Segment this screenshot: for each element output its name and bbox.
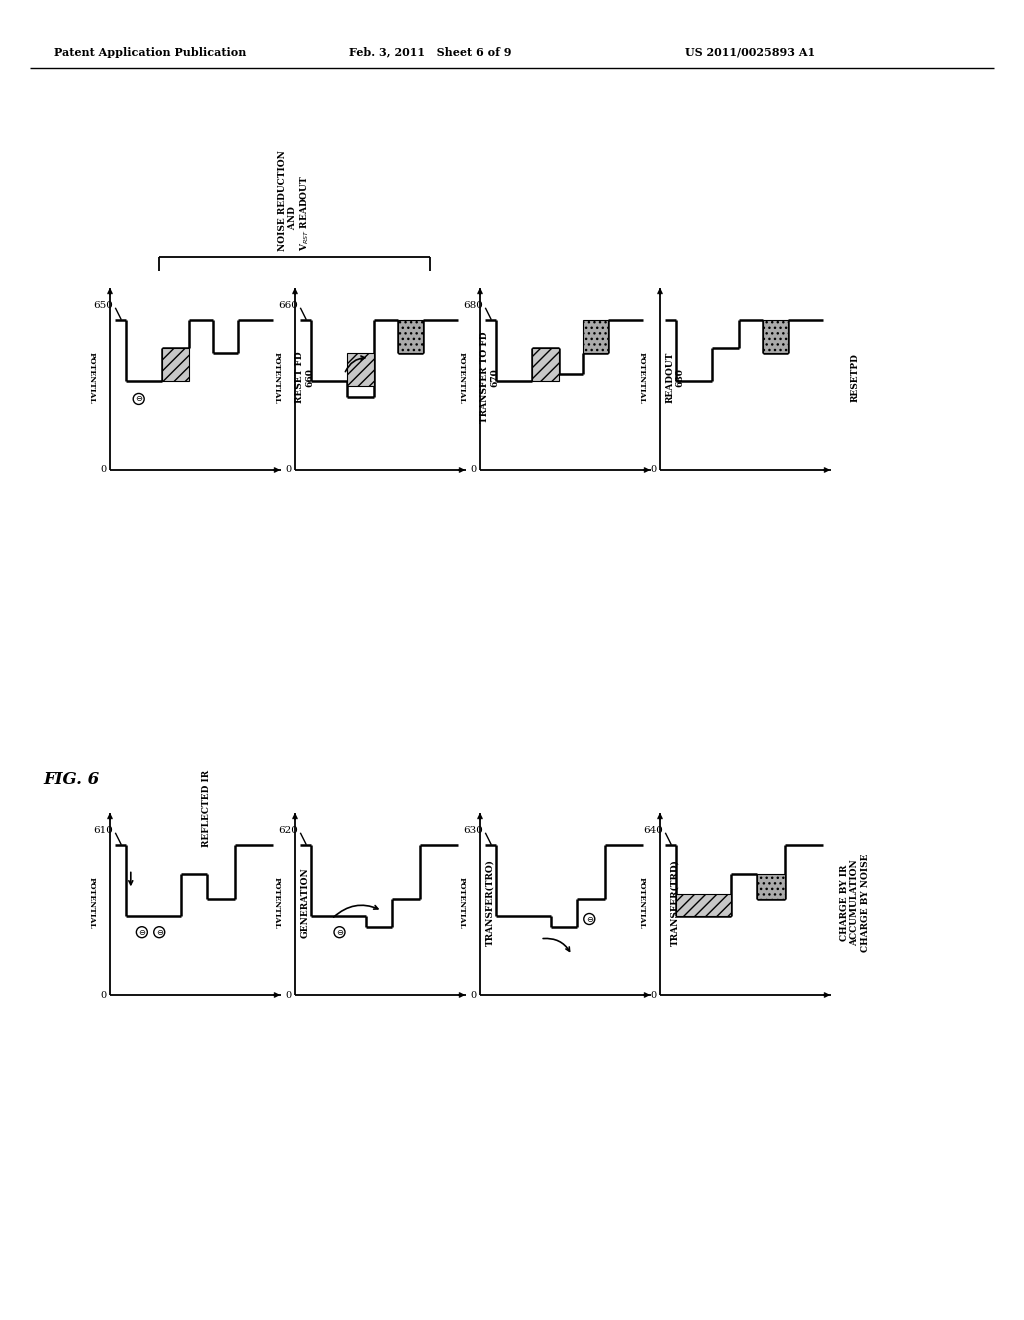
Text: Patent Application Publication: Patent Application Publication xyxy=(54,46,246,58)
Circle shape xyxy=(584,913,595,924)
Circle shape xyxy=(154,927,165,937)
Text: POTENTIAL: POTENTIAL xyxy=(638,351,646,404)
Text: US 2011/0025893 A1: US 2011/0025893 A1 xyxy=(685,46,815,58)
Bar xyxy=(163,347,189,380)
Text: Feb. 3, 2011   Sheet 6 of 9: Feb. 3, 2011 Sheet 6 of 9 xyxy=(349,46,511,58)
Text: 610: 610 xyxy=(93,826,114,836)
Text: ⊖: ⊖ xyxy=(336,928,343,937)
Text: ⊖: ⊖ xyxy=(138,928,145,937)
Text: 0: 0 xyxy=(285,990,291,999)
Text: 0: 0 xyxy=(470,990,476,999)
Bar xyxy=(347,352,374,385)
Text: TRANSFER TO FD
670: TRANSFER TO FD 670 xyxy=(480,331,500,424)
Text: 0: 0 xyxy=(100,990,106,999)
Circle shape xyxy=(136,927,147,937)
Text: ⊖: ⊖ xyxy=(586,915,593,924)
Text: POTENTIAL: POTENTIAL xyxy=(638,876,646,928)
Text: 630: 630 xyxy=(464,826,483,836)
Text: 0: 0 xyxy=(650,466,656,474)
Text: 0: 0 xyxy=(470,466,476,474)
Text: 0: 0 xyxy=(285,466,291,474)
Text: ⊖: ⊖ xyxy=(156,928,163,937)
Bar xyxy=(398,319,423,352)
Text: POTENTIAL: POTENTIAL xyxy=(458,351,466,404)
Text: POTENTIAL: POTENTIAL xyxy=(88,351,96,404)
Text: GENERATION: GENERATION xyxy=(300,867,309,939)
Text: RESET FD
660: RESET FD 660 xyxy=(295,351,314,404)
Text: 680: 680 xyxy=(464,301,483,310)
Circle shape xyxy=(334,927,345,937)
Bar xyxy=(583,319,608,352)
Text: 660: 660 xyxy=(279,301,298,310)
Text: TRANSFER(TRO): TRANSFER(TRO) xyxy=(485,859,495,946)
Text: CHARGE BY IR
ACCUMULATION
CHARGE BY NOISE: CHARGE BY IR ACCUMULATION CHARGE BY NOIS… xyxy=(840,853,870,952)
Text: POTENTIAL: POTENTIAL xyxy=(273,351,281,404)
Text: 640: 640 xyxy=(643,826,664,836)
Text: 0: 0 xyxy=(100,466,106,474)
Text: READOUT
680: READOUT 680 xyxy=(666,352,685,403)
Bar xyxy=(676,894,731,916)
Bar xyxy=(763,319,788,352)
Text: FIG. 6: FIG. 6 xyxy=(44,771,100,788)
Text: TRANSFER(TRD): TRANSFER(TRD) xyxy=(671,859,680,946)
Text: RESETPD: RESETPD xyxy=(851,352,859,401)
Bar xyxy=(532,347,559,380)
Circle shape xyxy=(133,393,144,404)
Text: NOISE REDUCTION
       AND
V$_{RST}$ READOUT: NOISE REDUCTION AND V$_{RST}$ READOUT xyxy=(278,150,311,251)
Text: POTENTIAL: POTENTIAL xyxy=(273,876,281,928)
Text: 650: 650 xyxy=(93,301,114,310)
Text: POTENTIAL: POTENTIAL xyxy=(458,876,466,928)
Bar xyxy=(757,874,785,899)
Text: REFLECTED IR: REFLECTED IR xyxy=(202,770,211,846)
Text: 0: 0 xyxy=(650,990,656,999)
Text: POTENTIAL: POTENTIAL xyxy=(88,876,96,928)
Text: 620: 620 xyxy=(279,826,298,836)
Text: ⊖: ⊖ xyxy=(135,395,142,404)
